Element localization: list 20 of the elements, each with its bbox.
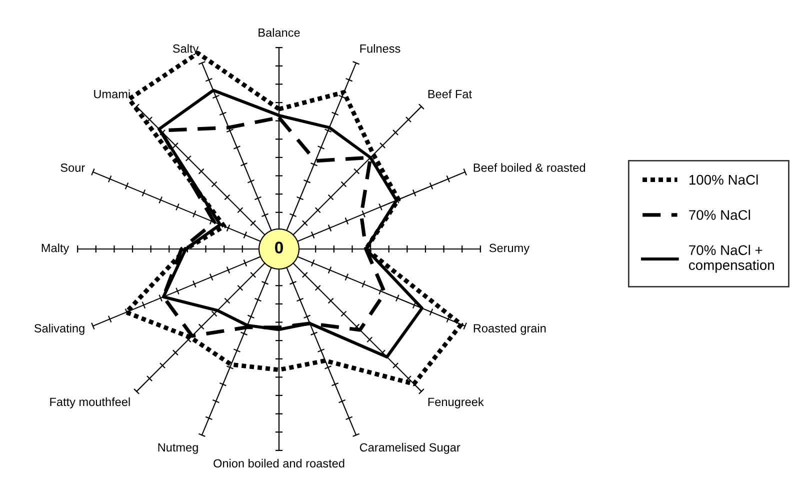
spoke-label: Caramelised Sugar [360,442,460,454]
spoke-label: Serumy [489,244,530,254]
text: 0 [275,242,283,254]
spoke-label: Balance [258,28,300,37]
spoke-label: Fatty mouthfeel [50,397,130,408]
spoke-label: Roasted grain [474,324,546,335]
spoke-label: Sour [60,163,85,172]
spoke-label: Nutmeg [158,443,198,454]
legend-label: 70% NaCl + compensation [688,244,774,273]
spoke-label: Fulness [360,44,400,53]
legend-label: 70% NaCl [689,210,750,220]
spoke-label: Salty [172,44,199,56]
spoke-label: Malty [42,243,70,254]
spoke-label: Fenugreek [428,397,484,408]
spoke-label: Beef boiled & roasted [474,163,586,172]
spoke-label: Salivating [34,324,84,335]
spoke-label: Umami [94,90,130,98]
spoke-label: Onion boiled and roasted [214,458,344,468]
spoke-label: Beef Fat [428,90,472,98]
legend-label: 100% NaCl [689,174,758,185]
